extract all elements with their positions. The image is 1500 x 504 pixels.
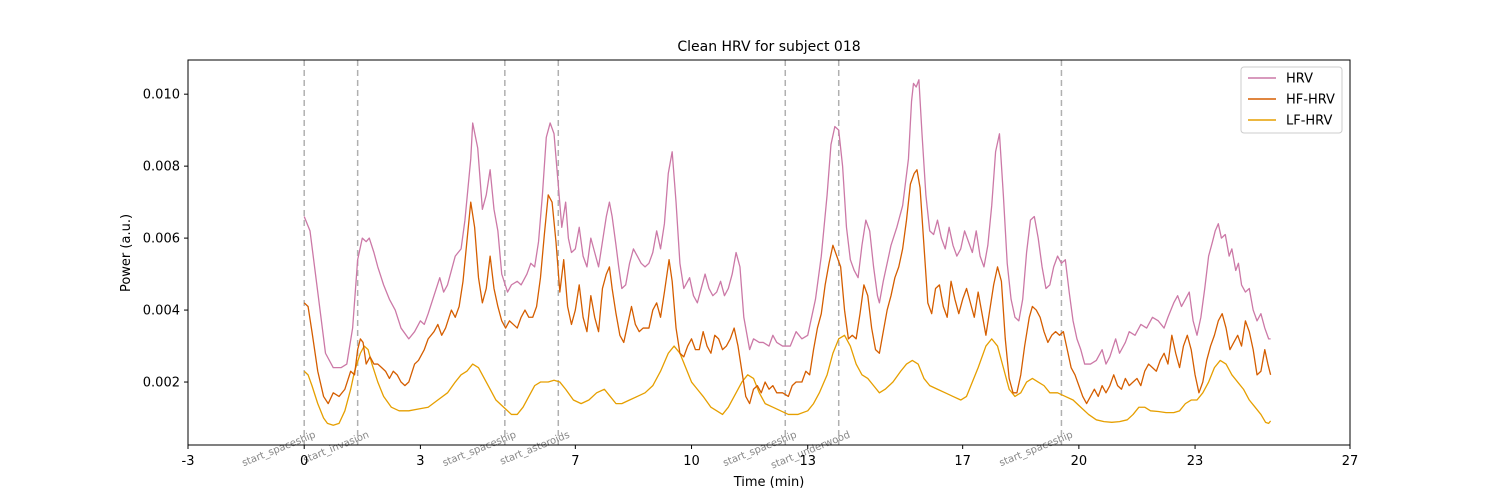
plot-area-frame — [187, 59, 1351, 446]
y-axis-label: Power (a.u.) — [119, 214, 134, 292]
legend-label: HRV — [1286, 72, 1313, 87]
y-tick-label: 0.008 — [143, 160, 180, 175]
x-tick-label: 10 — [683, 454, 700, 469]
x-tick-label: 3 — [416, 454, 424, 469]
y-tick-label: 0.010 — [143, 88, 180, 103]
series-line — [303, 79, 1271, 369]
y-tick-label: 0.006 — [143, 232, 180, 247]
x-tick-label: 13 — [799, 454, 816, 469]
y-tick-label: 0.002 — [143, 376, 180, 391]
series-lines — [303, 79, 1272, 426]
x-tick-label: 7 — [571, 454, 579, 469]
series-line — [303, 169, 1272, 405]
y-tick-label: 0.004 — [143, 304, 180, 319]
series-line — [303, 334, 1272, 426]
legend: HRV HF-HRV LF-HRV — [1240, 66, 1343, 134]
x-tick-label: -3 — [182, 454, 195, 469]
x-axis-label: Time (min) — [733, 475, 805, 490]
legend-items: HRV HF-HRV LF-HRV — [1248, 72, 1335, 129]
legend-label: HF-HRV — [1286, 93, 1335, 108]
legend-label: LF-HRV — [1286, 114, 1333, 129]
x-tick-label: 0 — [300, 454, 308, 469]
x-tick-label: 17 — [954, 454, 971, 469]
legend-box — [1240, 66, 1343, 134]
y-axis-ticks: 0.002 0.004 0.006 0.008 0.010 — [143, 88, 188, 391]
x-tick-label: 23 — [1187, 454, 1204, 469]
chart-title: Clean HRV for subject 018 — [677, 39, 860, 55]
x-tick-label: 20 — [1071, 454, 1088, 469]
x-axis-ticks: -3 0 3 7 10 13 17 20 23 27 — [182, 445, 1359, 469]
x-tick-label: 27 — [1342, 454, 1359, 469]
